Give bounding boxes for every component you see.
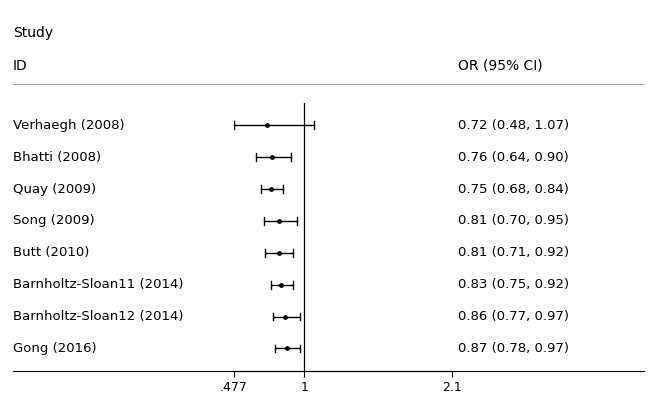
- Text: ID: ID: [13, 59, 28, 73]
- Text: Bhatti (2008): Bhatti (2008): [13, 151, 101, 164]
- Text: 0.76 (0.64, 0.90): 0.76 (0.64, 0.90): [458, 151, 569, 164]
- Text: 0.87 (0.78, 0.97): 0.87 (0.78, 0.97): [458, 342, 569, 355]
- Text: 0.81 (0.71, 0.92): 0.81 (0.71, 0.92): [458, 246, 569, 259]
- Text: 0.83 (0.75, 0.92): 0.83 (0.75, 0.92): [458, 278, 569, 291]
- Text: 0.86 (0.77, 0.97): 0.86 (0.77, 0.97): [458, 310, 569, 323]
- Text: Verhaegh (2008): Verhaegh (2008): [13, 119, 125, 132]
- Text: Barnholtz-Sloan11 (2014): Barnholtz-Sloan11 (2014): [13, 278, 183, 291]
- Text: 0.72 (0.48, 1.07): 0.72 (0.48, 1.07): [458, 119, 569, 132]
- Text: 0.75 (0.68, 0.84): 0.75 (0.68, 0.84): [458, 183, 569, 196]
- Text: Study: Study: [13, 26, 53, 40]
- Text: OR (95% CI): OR (95% CI): [458, 59, 543, 73]
- Text: Gong (2016): Gong (2016): [13, 342, 97, 355]
- Text: Quay (2009): Quay (2009): [13, 183, 96, 196]
- Text: Butt (2010): Butt (2010): [13, 246, 90, 259]
- Text: Song (2009): Song (2009): [13, 215, 95, 227]
- Text: Barnholtz-Sloan12 (2014): Barnholtz-Sloan12 (2014): [13, 310, 183, 323]
- Text: 0.81 (0.70, 0.95): 0.81 (0.70, 0.95): [458, 215, 569, 227]
